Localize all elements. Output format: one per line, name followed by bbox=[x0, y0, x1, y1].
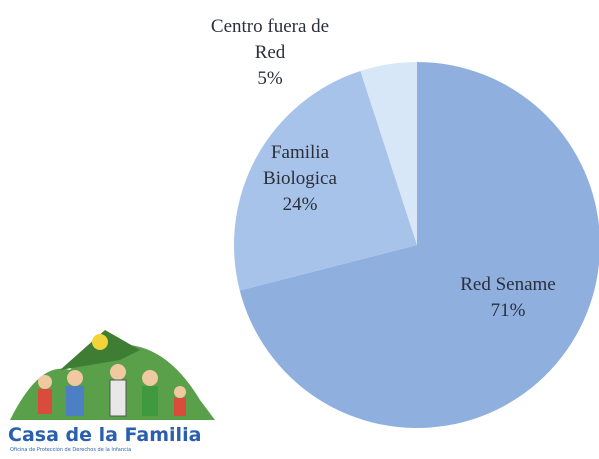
logo-art bbox=[10, 330, 215, 420]
pie-slice bbox=[360, 62, 417, 245]
slice-value: 71% bbox=[490, 300, 526, 321]
slice-name: Centro fuera de Red bbox=[210, 16, 330, 63]
slice-label: Centro fuera de Red 5% bbox=[195, 14, 345, 92]
slice-label: Red Sename 71% bbox=[448, 272, 568, 324]
slice-label: Familia Biologica 24% bbox=[250, 140, 350, 218]
logo-title: Casa de la Familia bbox=[8, 424, 202, 446]
logo-subtitle: Oficina de Protección de Derechos de la … bbox=[10, 447, 132, 453]
slice-name: Familia Biologica bbox=[263, 142, 337, 189]
slice-value: 5% bbox=[257, 68, 283, 89]
pie-slice bbox=[239, 62, 599, 428]
slice-name: Red Sename bbox=[460, 274, 556, 295]
slice-value: 24% bbox=[282, 194, 318, 215]
pie bbox=[234, 62, 599, 428]
pie-slice bbox=[234, 70, 417, 291]
